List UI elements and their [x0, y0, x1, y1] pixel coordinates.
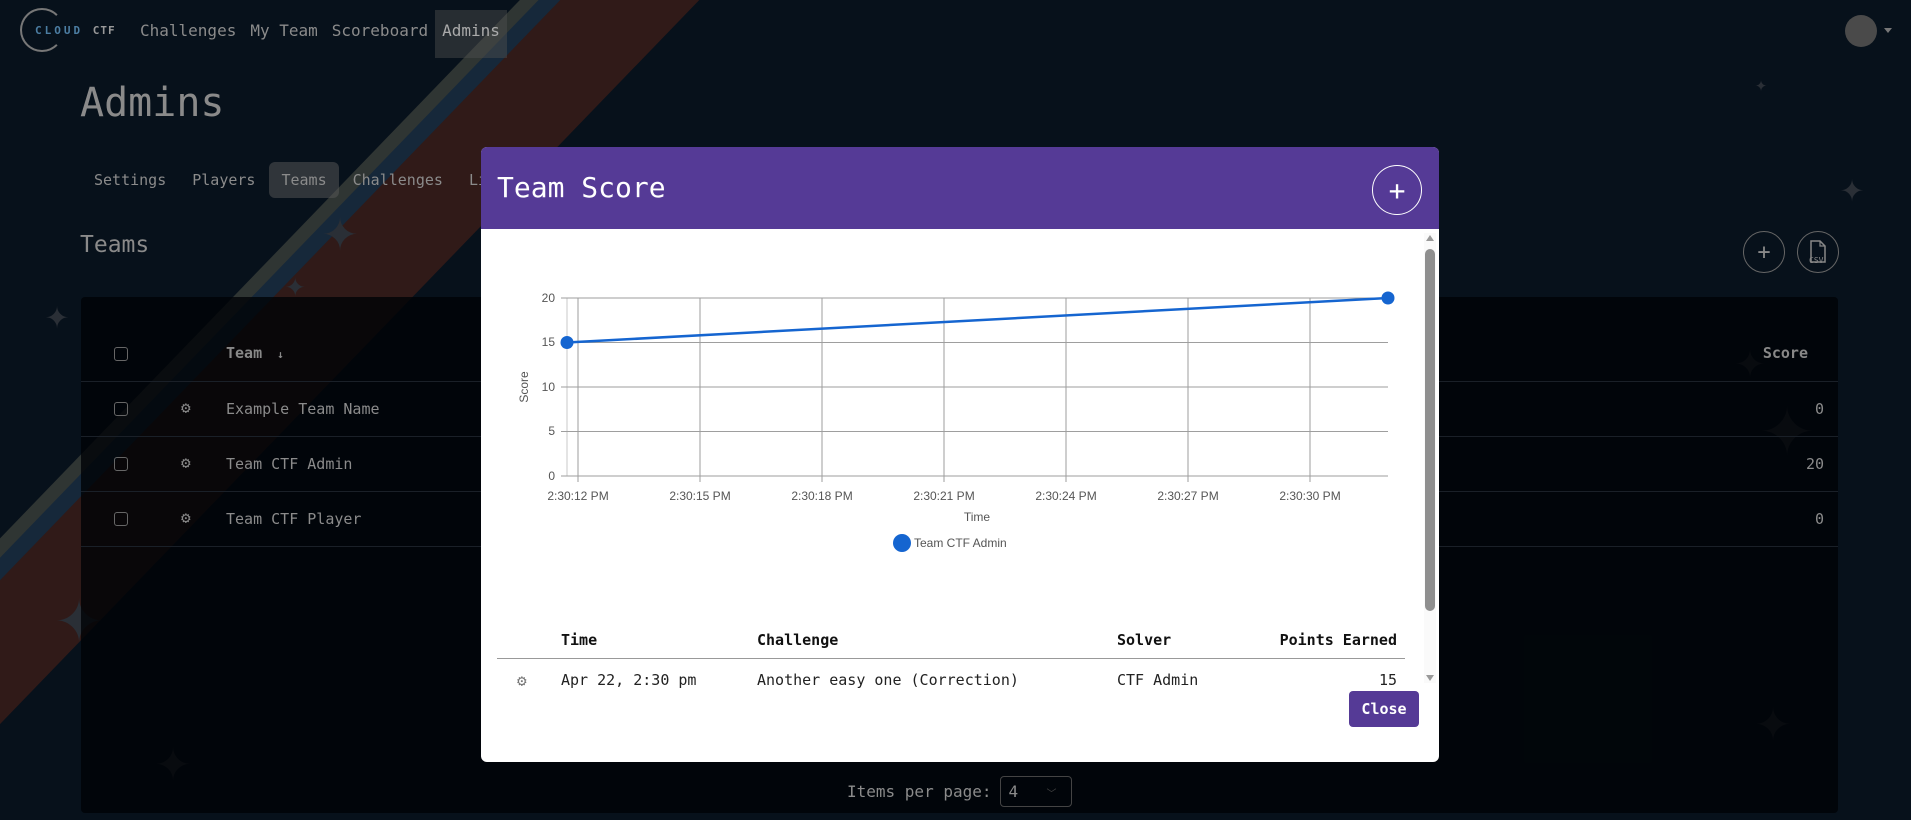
- nav-link-my-team[interactable]: My Team: [250, 21, 318, 40]
- navbar: CLOUD CTF Challenges My Team Scoreboard …: [0, 0, 1911, 62]
- svg-text:Score: Score: [517, 371, 531, 403]
- csv-label: CSV: [1809, 256, 1824, 265]
- tab-settings[interactable]: Settings: [94, 171, 167, 189]
- gear-icon[interactable]: ⚙: [517, 671, 527, 690]
- nav-link-scoreboard[interactable]: Scoreboard: [331, 21, 429, 40]
- team-score: 20: [1805, 455, 1824, 473]
- team-name[interactable]: Team CTF Player: [226, 510, 362, 528]
- svg-text:2:30:15 PM: 2:30:15 PM: [669, 489, 730, 503]
- modal-body: 20 15 10 5 0 2:30:12 PM 2:30:15 PM 2:30:…: [481, 229, 1439, 762]
- scroll-thumb[interactable]: [1425, 249, 1435, 611]
- svg-text:2:30:21 PM: 2:30:21 PM: [913, 489, 974, 503]
- items-per-page-label: Items per page:: [847, 782, 992, 801]
- svg-text:15: 15: [542, 335, 556, 349]
- svg-text:2:30:18 PM: 2:30:18 PM: [791, 489, 852, 503]
- items-per-page-select[interactable]: 4 ﹀: [999, 776, 1072, 807]
- svg-text:2:30:30 PM: 2:30:30 PM: [1279, 489, 1340, 503]
- section-title: Teams: [80, 232, 150, 258]
- tab-teams[interactable]: Teams: [269, 162, 339, 198]
- solve-time: Apr 22, 2:30 pm: [561, 671, 697, 689]
- solve-challenge: Another easy one (Correction): [757, 671, 1019, 689]
- gear-icon[interactable]: ⚙: [181, 398, 191, 417]
- scroll-down-arrow-icon[interactable]: [1426, 675, 1434, 681]
- logo-text: CLOUD: [35, 24, 84, 37]
- modal-add-button[interactable]: +: [1372, 165, 1422, 215]
- csv-file-icon: [1810, 240, 1826, 263]
- sparkle-decoration: ✦: [285, 265, 306, 305]
- team-name[interactable]: Team CTF Admin: [226, 455, 353, 473]
- sort-arrow-icon[interactable]: ↓: [277, 348, 284, 361]
- svg-text:10: 10: [542, 380, 556, 394]
- nav-links: Challenges My Team Scoreboard Admins: [133, 10, 507, 58]
- sparkle-decoration: ✦: [45, 292, 70, 338]
- scroll-up-arrow-icon[interactable]: [1426, 235, 1434, 241]
- solves-table: Time Challenge Solver Points Earned ⚙ Ap…: [497, 619, 1405, 705]
- svg-text:2:30:24 PM: 2:30:24 PM: [1035, 489, 1096, 503]
- admin-tabs: Settings Players Teams Challenges Lib: [82, 162, 510, 198]
- svg-text:20: 20: [542, 291, 556, 305]
- column-header-challenge: Challenge: [757, 631, 839, 649]
- chevron-down-icon: ﹀: [1046, 789, 1057, 800]
- column-header-score[interactable]: Score: [1762, 344, 1808, 362]
- user-avatar[interactable]: [1845, 15, 1877, 47]
- add-team-button[interactable]: +: [1743, 231, 1785, 273]
- column-header-time: Time: [561, 631, 598, 649]
- nav-link-admins[interactable]: Admins: [435, 10, 507, 58]
- nav-link-challenges[interactable]: Challenges: [140, 21, 237, 40]
- team-score: 0: [1814, 510, 1824, 528]
- row-checkbox[interactable]: [114, 402, 128, 416]
- sparkle-decoration: ✦: [1840, 165, 1865, 211]
- tab-players[interactable]: Players: [192, 171, 256, 189]
- solve-solver: CTF Admin: [1117, 671, 1199, 689]
- svg-text:5: 5: [548, 424, 555, 438]
- modal-scrollbar[interactable]: [1424, 233, 1436, 683]
- tab-challenges[interactable]: Challenges: [352, 171, 443, 189]
- export-csv-button[interactable]: CSV: [1797, 231, 1839, 273]
- row-checkbox[interactable]: [114, 512, 128, 526]
- svg-text:2:30:27 PM: 2:30:27 PM: [1157, 489, 1218, 503]
- column-header-team[interactable]: Team: [226, 344, 263, 362]
- column-header-points: Points Earned: [1279, 631, 1397, 649]
- plus-icon: +: [1388, 173, 1406, 207]
- modal-header: Team Score +: [481, 147, 1439, 229]
- page-title: Admins: [80, 80, 225, 126]
- row-checkbox[interactable]: [114, 457, 128, 471]
- logo[interactable]: CLOUD CTF: [18, 6, 118, 56]
- sparkle-decoration: ✦: [1755, 72, 1768, 96]
- svg-text:Time: Time: [964, 510, 991, 524]
- line-chart: 20 15 10 5 0 2:30:12 PM 2:30:15 PM 2:30:…: [517, 291, 1395, 552]
- caret-down-icon[interactable]: [1884, 28, 1892, 33]
- solve-row: ⚙ Apr 22, 2:30 pm Another easy one (Corr…: [497, 659, 1405, 705]
- score-chart: 20 15 10 5 0 2:30:12 PM 2:30:15 PM 2:30:…: [481, 229, 1421, 589]
- modal-title: Team Score: [497, 171, 666, 204]
- svg-text:2:30:12 PM: 2:30:12 PM: [547, 489, 608, 503]
- column-header-solver: Solver: [1117, 631, 1172, 649]
- solves-header-row: Time Challenge Solver Points Earned: [497, 619, 1405, 659]
- logo-ring-icon: [20, 8, 64, 52]
- logo-suffix: CTF: [92, 24, 116, 37]
- svg-text:0: 0: [548, 469, 555, 483]
- select-all-checkbox[interactable]: [114, 347, 128, 361]
- plus-icon: +: [1757, 239, 1771, 265]
- pagination: Items per page: 4 ﹀: [847, 776, 1072, 807]
- svg-text:Team CTF Admin: Team CTF Admin: [914, 536, 1007, 550]
- gear-icon[interactable]: ⚙: [181, 508, 191, 527]
- gear-icon[interactable]: ⚙: [181, 453, 191, 472]
- close-button[interactable]: Close: [1349, 691, 1419, 727]
- team-score-modal: Team Score +: [481, 147, 1439, 762]
- solve-points: 15: [1378, 671, 1397, 689]
- team-score: 0: [1814, 400, 1824, 418]
- sparkle-decoration: ✦: [322, 195, 359, 265]
- team-name[interactable]: Example Team Name: [226, 400, 380, 418]
